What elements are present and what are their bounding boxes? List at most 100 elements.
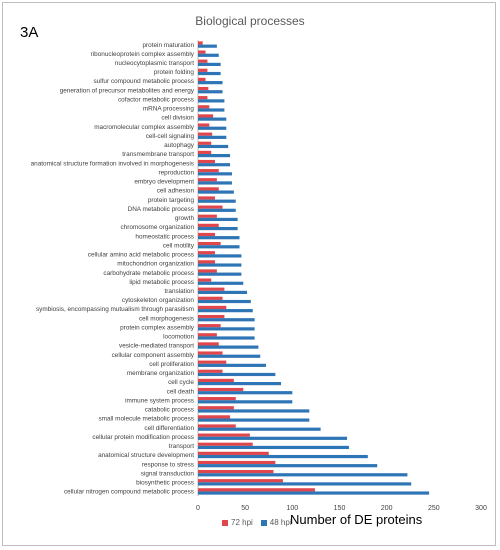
x-tick-label: 0 (196, 505, 200, 512)
x-axis-label: Number of DE proteins (290, 512, 423, 527)
bar-48hpi (198, 491, 430, 495)
legend-label-72hpi: 72 hpi (231, 518, 253, 527)
bar-48hpi (198, 208, 236, 212)
bar-72hpi (198, 169, 219, 173)
bar-48hpi (198, 409, 310, 413)
bar-48hpi (198, 391, 293, 395)
category-label: mitochondrion organization (117, 261, 194, 268)
bar-48hpi (198, 199, 236, 203)
category-label: biosynthetic process (136, 480, 194, 487)
legend-swatch-72hpi (222, 519, 228, 526)
bar-72hpi (198, 59, 208, 63)
bar-72hpi (198, 77, 206, 82)
bar-72hpi (198, 433, 250, 437)
bar-48hpi (198, 445, 349, 450)
bar-72hpi (198, 296, 223, 300)
category-label: signal transduction (141, 470, 195, 477)
category-label: cellular component assembly (112, 352, 195, 359)
category-label: transport (169, 443, 194, 450)
bar-48hpi (198, 217, 238, 222)
bar-72hpi (198, 406, 234, 410)
bar-72hpi (198, 141, 212, 145)
category-label: sulfur compound metabolic process (93, 78, 194, 85)
bar-72hpi (198, 132, 213, 136)
bar-48hpi (198, 299, 251, 304)
category-label: generation of precursor metabolites and … (60, 87, 195, 94)
category-label: homeostatic process (135, 233, 194, 240)
bar-72hpi (198, 342, 219, 346)
bar-72hpi (198, 196, 215, 200)
bar-48hpi (198, 44, 217, 48)
category-label: carbohydrate metabolic process (103, 270, 194, 277)
bar-72hpi (198, 470, 274, 474)
bar-48hpi (198, 254, 242, 258)
bar-48hpi (198, 345, 259, 349)
bar-72hpi (198, 460, 276, 465)
bar-48hpi (198, 473, 408, 477)
bar-72hpi (198, 178, 217, 182)
x-tick-label: 200 (381, 505, 393, 512)
legend: 72 hpi 48 hpi (222, 518, 292, 527)
bar-48hpi (198, 154, 231, 158)
category-label: protein folding (154, 69, 195, 76)
category-label: response to stress (142, 461, 194, 468)
bar-72hpi (198, 251, 215, 255)
bar-72hpi (198, 269, 217, 273)
figure-frame (2, 2, 496, 546)
bar-48hpi (198, 454, 368, 459)
category-label: DNA metabolic process (128, 206, 194, 213)
category-label: symbiosis, encompassing mutualism throug… (36, 306, 194, 313)
bar-72hpi (198, 397, 236, 401)
category-label: cell motility (163, 242, 195, 249)
category-label: chromosome organization (120, 224, 194, 231)
bar-72hpi (198, 214, 217, 218)
bar-72hpi (198, 378, 234, 382)
category-label: reproduction (158, 169, 194, 176)
category-label: mRNA processing (143, 106, 195, 113)
bar-48hpi (198, 172, 232, 176)
bar-48hpi (198, 99, 225, 103)
bar-48hpi (198, 53, 219, 57)
bar-48hpi (198, 418, 310, 422)
category-label: cell morphogenesis (139, 315, 194, 322)
bar-48hpi (198, 71, 221, 76)
bar-48hpi (198, 263, 242, 267)
category-label: cell death (167, 388, 195, 395)
bar-48hpi (198, 363, 266, 367)
bar-48hpi (198, 81, 223, 85)
bar-72hpi (198, 324, 221, 328)
bar-72hpi (198, 369, 223, 373)
category-label: cytoskeleton organization (122, 297, 195, 304)
legend-swatch-48hpi (260, 519, 267, 526)
bar-48hpi (198, 281, 244, 285)
bar-72hpi (198, 360, 227, 364)
bar-48hpi (198, 236, 240, 240)
bar-72hpi (198, 415, 231, 419)
bar-48hpi (198, 372, 276, 377)
bar-48hpi (198, 117, 227, 121)
category-label: translation (165, 288, 195, 295)
legend-label-48hpi: 48 hpi (269, 518, 292, 527)
bar-48hpi (198, 336, 255, 340)
bar-72hpi (198, 278, 212, 282)
panel-label: 3A (20, 24, 39, 41)
category-label: growth (175, 215, 195, 222)
bar-48hpi (198, 464, 378, 468)
category-label: catabolic process (145, 407, 194, 414)
bar-72hpi (198, 333, 217, 337)
category-label: cellular protein modification process (92, 434, 194, 441)
category-label: anatomical structure development (98, 452, 194, 459)
category-label: vesicle-mediated transport (119, 343, 194, 350)
bar-48hpi (198, 181, 232, 185)
bar-72hpi (198, 114, 214, 118)
bar-48hpi (198, 62, 221, 66)
bar-72hpi (198, 187, 219, 191)
bar-72hpi (198, 351, 223, 355)
bar-72hpi (198, 242, 221, 246)
bar-72hpi (198, 424, 236, 428)
bar-72hpi (198, 260, 215, 264)
category-label: cell proliferation (149, 361, 194, 368)
category-label: membrane organization (127, 370, 195, 377)
bar-72hpi (198, 442, 253, 446)
